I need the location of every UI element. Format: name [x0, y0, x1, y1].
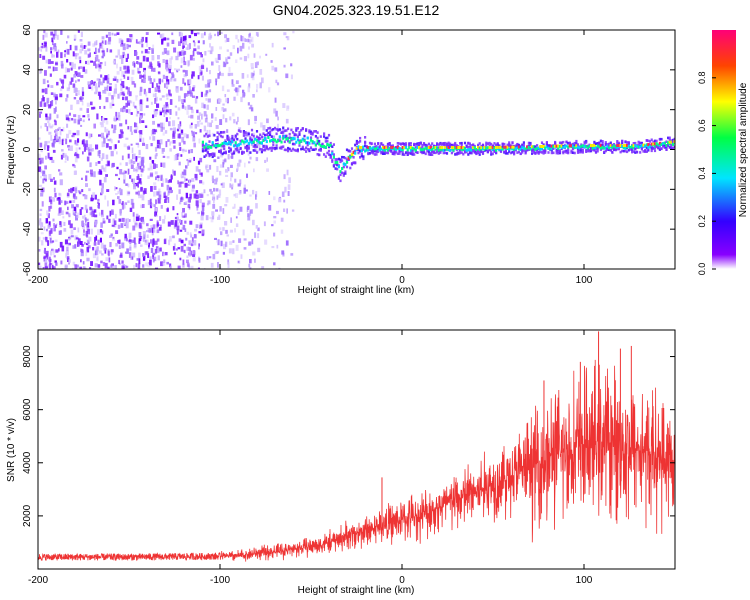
colorbar-tick-label: 0.0	[697, 263, 707, 276]
spectrogram-x-tick-label: 0	[399, 275, 405, 286]
snr-x-label: Height of straight line (km)	[298, 585, 415, 596]
frequency-ridge	[201, 126, 675, 183]
spectrogram-y-ticks: 60 40 20 0 -20 -40 -60	[22, 24, 675, 276]
spectrogram-x-tick-label: -200	[28, 275, 48, 286]
snr-x-tick-label: -200	[28, 575, 48, 586]
noise-speckles	[38, 30, 295, 269]
spectrogram-y-tick-label: -40	[22, 222, 33, 237]
spectrogram-panel: -200 -100 0 100 60 40 20 0 -20 -40 -60 Height of …	[6, 24, 676, 296]
colorbar-scale	[712, 30, 736, 269]
spectrogram-y-tick-label: -60	[22, 261, 33, 276]
snr-y-tick-label: 8000	[22, 345, 33, 368]
snr-y-tick-label: 4000	[22, 451, 33, 474]
snr-x-tick-label: -100	[210, 575, 230, 586]
snr-frame	[37, 329, 676, 570]
colorbar-tick-label: 0.6	[697, 119, 707, 132]
snr-plot-area	[38, 331, 675, 562]
spectrogram-y-tick-label: 20	[22, 104, 33, 116]
spectrogram-x-tick-label: 100	[576, 275, 593, 286]
snr-y-ticks: 8000 6000 4000 2000	[22, 345, 675, 527]
spectrogram-y-tick-label: 60	[22, 24, 33, 36]
spectrogram-y-label: Frequency (Hz)	[6, 116, 17, 185]
colorbar-tick-label: 0.4	[697, 167, 707, 180]
snr-y-label: SNR (10 * v/v)	[6, 418, 17, 482]
spectrogram-y-tick-label: -20	[22, 182, 33, 197]
snr-y-tick-label: 6000	[22, 398, 33, 421]
snr-y-tick-label: 2000	[22, 504, 33, 527]
colorbar-label: Normalized spectral amplitude	[738, 82, 749, 217]
snr-x-ticks: -200 -100 0 100	[28, 330, 593, 586]
spectrogram-heatmap	[38, 30, 675, 269]
spectrogram-x-tick-label: -100	[210, 275, 230, 286]
spectrogram-y-tick-label: 0	[22, 146, 33, 152]
snr-series-line	[38, 359, 675, 562]
figure-title: GN04.2025.323.19.51.E12	[273, 2, 440, 18]
colorbar-tick-label: 0.8	[697, 72, 707, 85]
colorbar: 0.0 0.2 0.4 0.6 0.8 Normalized spectral ampl…	[697, 30, 749, 275]
colorbar-ticks: 0.0 0.2 0.4 0.6 0.8	[697, 72, 716, 276]
spectrogram-y-tick-label: 40	[22, 64, 33, 76]
spectrogram-x-ticks: -200 -100 0 100	[28, 30, 593, 286]
snr-x-tick-label: 100	[576, 575, 593, 586]
snr-x-tick-label: 0	[399, 575, 405, 586]
colorbar-tick-label: 0.2	[697, 215, 707, 228]
snr-panel: -200 -100 0 100 8000 6000 4000 2000 Height of …	[6, 329, 676, 596]
spectrogram-x-label: Height of straight line (km)	[298, 285, 415, 296]
